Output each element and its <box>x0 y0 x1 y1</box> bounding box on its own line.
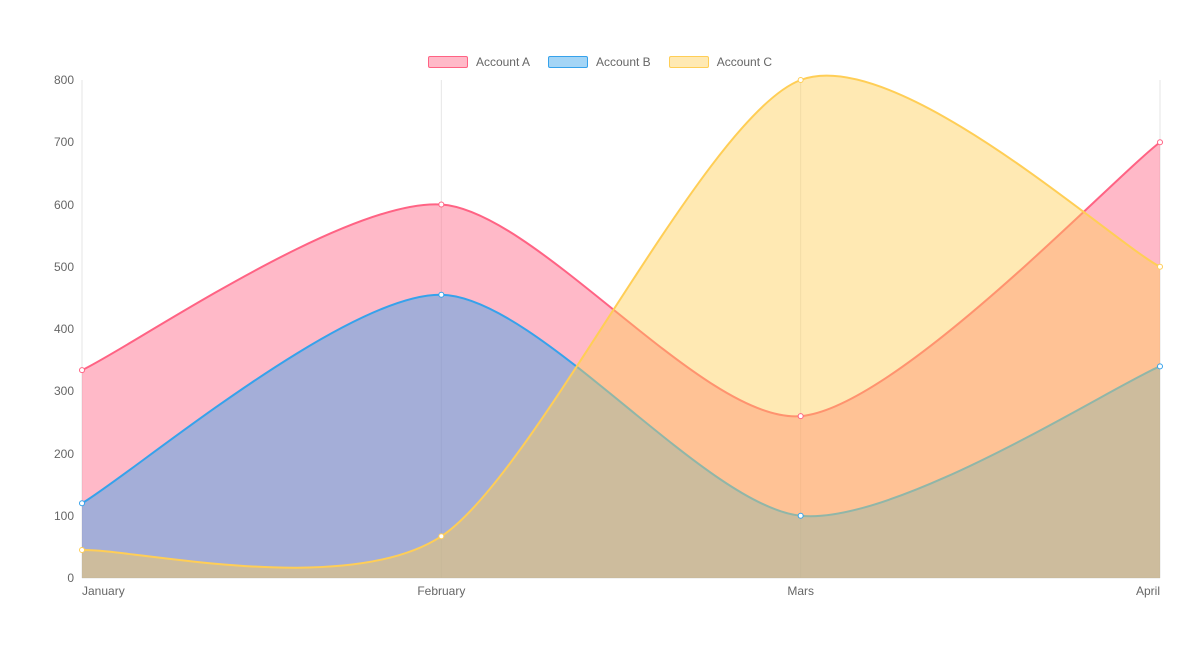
data-point-account-b[interactable] <box>798 513 803 518</box>
chart-plot-area <box>0 0 1200 651</box>
data-point-account-b[interactable] <box>80 501 85 506</box>
data-point-account-c[interactable] <box>1158 264 1163 269</box>
area-chart: Account AAccount BAccount C 010020030040… <box>0 0 1200 651</box>
data-point-account-b[interactable] <box>439 292 444 297</box>
data-point-account-c[interactable] <box>798 78 803 83</box>
data-point-account-c[interactable] <box>80 547 85 552</box>
data-point-account-c[interactable] <box>439 534 444 539</box>
data-point-account-a[interactable] <box>80 368 85 373</box>
data-point-account-a[interactable] <box>439 202 444 207</box>
data-point-account-b[interactable] <box>1158 364 1163 369</box>
data-point-account-a[interactable] <box>798 414 803 419</box>
data-point-account-a[interactable] <box>1158 140 1163 145</box>
